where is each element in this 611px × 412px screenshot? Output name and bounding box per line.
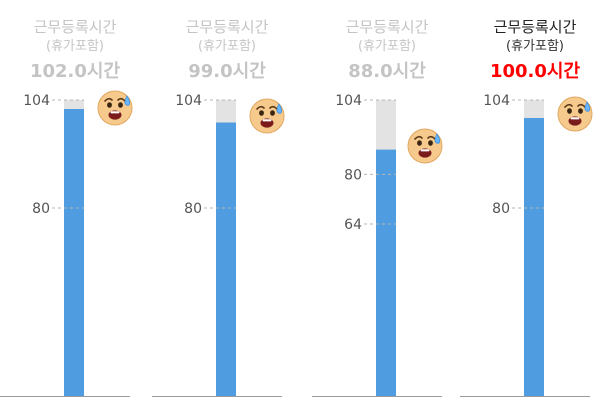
bar-chart: 104 80 [460,93,590,397]
hours-panel-3: 근무등록시간 (휴가포함) 88.0시간 104 80 64 [312,0,462,412]
panel-subtitle: (휴가포함) [506,39,564,54]
tick-label: 80 [344,167,362,183]
value-bar [216,122,236,396]
anxious-sweat-face-icon [556,94,594,132]
value-bar [64,109,84,396]
tick-label: 104 [23,93,50,109]
panel-subtitle: (휴가포함) [198,39,256,54]
bar-chart: 104 80 [152,93,282,397]
tick-label: 80 [32,201,50,217]
hours-panel-4: 근무등록시간 (휴가포함) 100.0시간 104 80 [460,0,610,412]
hours-panel-2: 근무등록시간 (휴가포함) 99.0시간 104 80 [152,0,302,412]
value-bar [524,118,544,396]
anxious-sweat-face-icon [248,96,286,134]
panel-subtitle: (휴가포함) [46,39,104,54]
hours-value: 99.0시간 [188,61,266,82]
tick-label: 64 [344,217,362,233]
bar-chart: 104 80 [0,93,130,397]
panel-title: 근무등록시간 [33,18,117,36]
panel-subtitle: (휴가포함) [358,39,416,54]
tick-label: 104 [483,93,510,109]
panel-title: 근무등록시간 [185,18,269,36]
tick-label: 80 [492,201,510,217]
tick-label: 80 [184,201,202,217]
anxious-sweat-face-icon [96,88,134,126]
tick-label: 104 [335,93,362,109]
hours-value: 88.0시간 [348,61,426,82]
hours-panel-1: 근무등록시간 (휴가포함) 102.0시간 104 80 [0,0,150,412]
hours-value: 102.0시간 [29,61,121,82]
panel-title: 근무등록시간 [493,18,577,36]
value-bar [376,149,396,396]
bar-chart: 104 80 64 [312,93,442,397]
hours-value: 100.0시간 [489,61,581,82]
anxious-sweat-face-icon [406,126,444,164]
tick-label: 104 [175,93,202,109]
panel-title: 근무등록시간 [345,18,429,36]
